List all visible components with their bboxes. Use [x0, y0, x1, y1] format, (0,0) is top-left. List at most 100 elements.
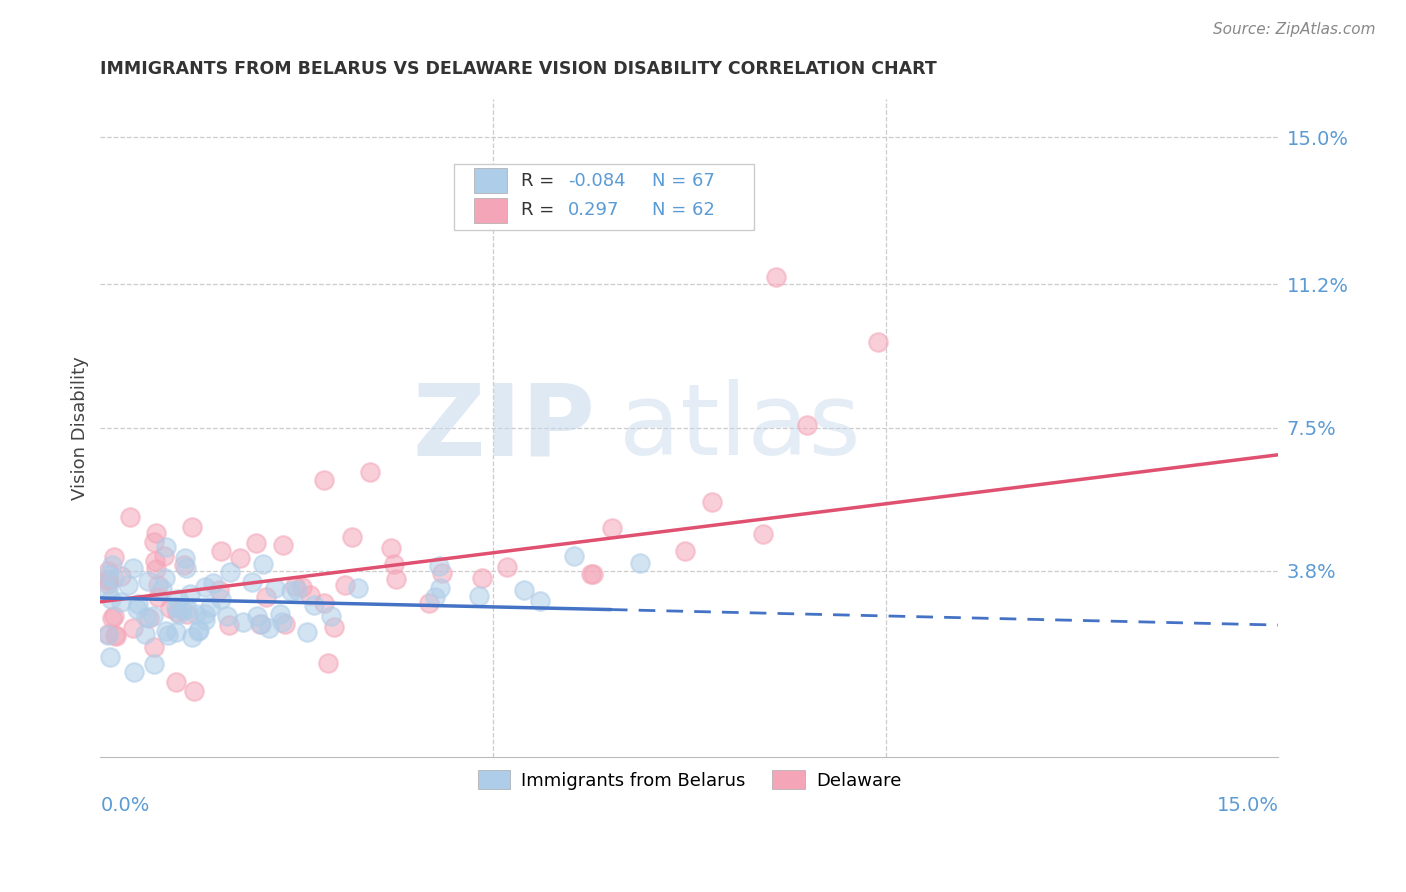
Point [110, 569, 132, 583]
Point [380, 541, 402, 556]
Point [103, 550, 125, 565]
Point [429, 558, 451, 573]
Point [145, 525, 167, 540]
Bar [474, 169, 506, 194]
Text: atlas: atlas [619, 379, 860, 476]
Point [284, 579, 307, 593]
Point [250, 617, 273, 632]
Text: 0.0%: 0.0% [100, 796, 149, 814]
Point [103, 608, 125, 623]
Point [285, 582, 308, 597]
Point [252, 558, 274, 572]
Y-axis label: Vision Disability: Vision Disability [72, 356, 89, 500]
Point [425, 590, 447, 604]
Text: 0.297: 0.297 [568, 202, 620, 219]
Point [138, 574, 160, 588]
Point [271, 538, 294, 552]
Point [138, 611, 160, 625]
Point [104, 627, 127, 641]
Point [264, 582, 287, 596]
Legend: Immigrants from Belarus, Delaware: Immigrants from Belarus, Delaware [471, 764, 908, 797]
Text: N = 67: N = 67 [652, 172, 714, 190]
Point [187, 624, 209, 638]
Point [97, 564, 120, 578]
Point [142, 657, 165, 671]
Point [104, 629, 127, 643]
Point [145, 561, 167, 575]
Point [167, 591, 190, 606]
Point [246, 608, 269, 623]
Point [271, 615, 294, 630]
Point [184, 607, 207, 621]
Point [232, 615, 254, 629]
FancyBboxPatch shape [454, 164, 754, 230]
Point [240, 575, 263, 590]
Point [194, 607, 217, 622]
Point [181, 520, 204, 534]
Point [201, 576, 224, 591]
Point [157, 628, 180, 642]
Point [209, 591, 232, 606]
Point [142, 535, 165, 549]
Point [217, 608, 239, 623]
Point [418, 596, 440, 610]
Text: 15.0%: 15.0% [1216, 796, 1278, 814]
Point [135, 610, 157, 624]
Point [346, 581, 368, 595]
Point [97, 573, 120, 587]
Point [121, 621, 143, 635]
Point [579, 567, 602, 582]
Point [124, 665, 146, 679]
Point [97, 567, 120, 582]
Point [254, 590, 277, 604]
Point [673, 544, 696, 558]
Point [121, 561, 143, 575]
Point [468, 589, 491, 603]
Point [97, 628, 120, 642]
Point [183, 684, 205, 698]
Point [194, 613, 217, 627]
Point [429, 581, 451, 595]
Point [314, 596, 336, 610]
Point [100, 558, 122, 572]
Point [382, 558, 405, 572]
Point [322, 620, 344, 634]
Point [340, 530, 363, 544]
Point [174, 561, 197, 575]
Point [297, 625, 319, 640]
Point [142, 640, 165, 654]
Point [600, 521, 623, 535]
Point [269, 607, 291, 621]
Point [866, 335, 889, 350]
Point [249, 616, 271, 631]
Point [274, 616, 297, 631]
Point [333, 578, 356, 592]
Point [319, 609, 342, 624]
Point [110, 594, 132, 608]
Point [430, 566, 453, 580]
Point [98, 649, 121, 664]
Point [127, 597, 149, 611]
Point [150, 582, 173, 596]
Point [155, 541, 177, 555]
Point [219, 566, 242, 580]
Point [700, 495, 723, 509]
Point [280, 584, 302, 599]
Point [384, 572, 406, 586]
Point [208, 583, 231, 598]
Point [165, 674, 187, 689]
Point [145, 554, 167, 568]
Text: R =: R = [522, 172, 560, 190]
Point [312, 473, 335, 487]
Point [218, 618, 240, 632]
Point [176, 602, 198, 616]
Point [765, 269, 787, 284]
Text: -0.084: -0.084 [568, 172, 626, 190]
Point [97, 627, 120, 641]
Point [471, 570, 494, 584]
Point [153, 571, 176, 585]
Point [194, 580, 217, 594]
Point [100, 592, 122, 607]
Point [316, 656, 339, 670]
Point [173, 558, 195, 572]
